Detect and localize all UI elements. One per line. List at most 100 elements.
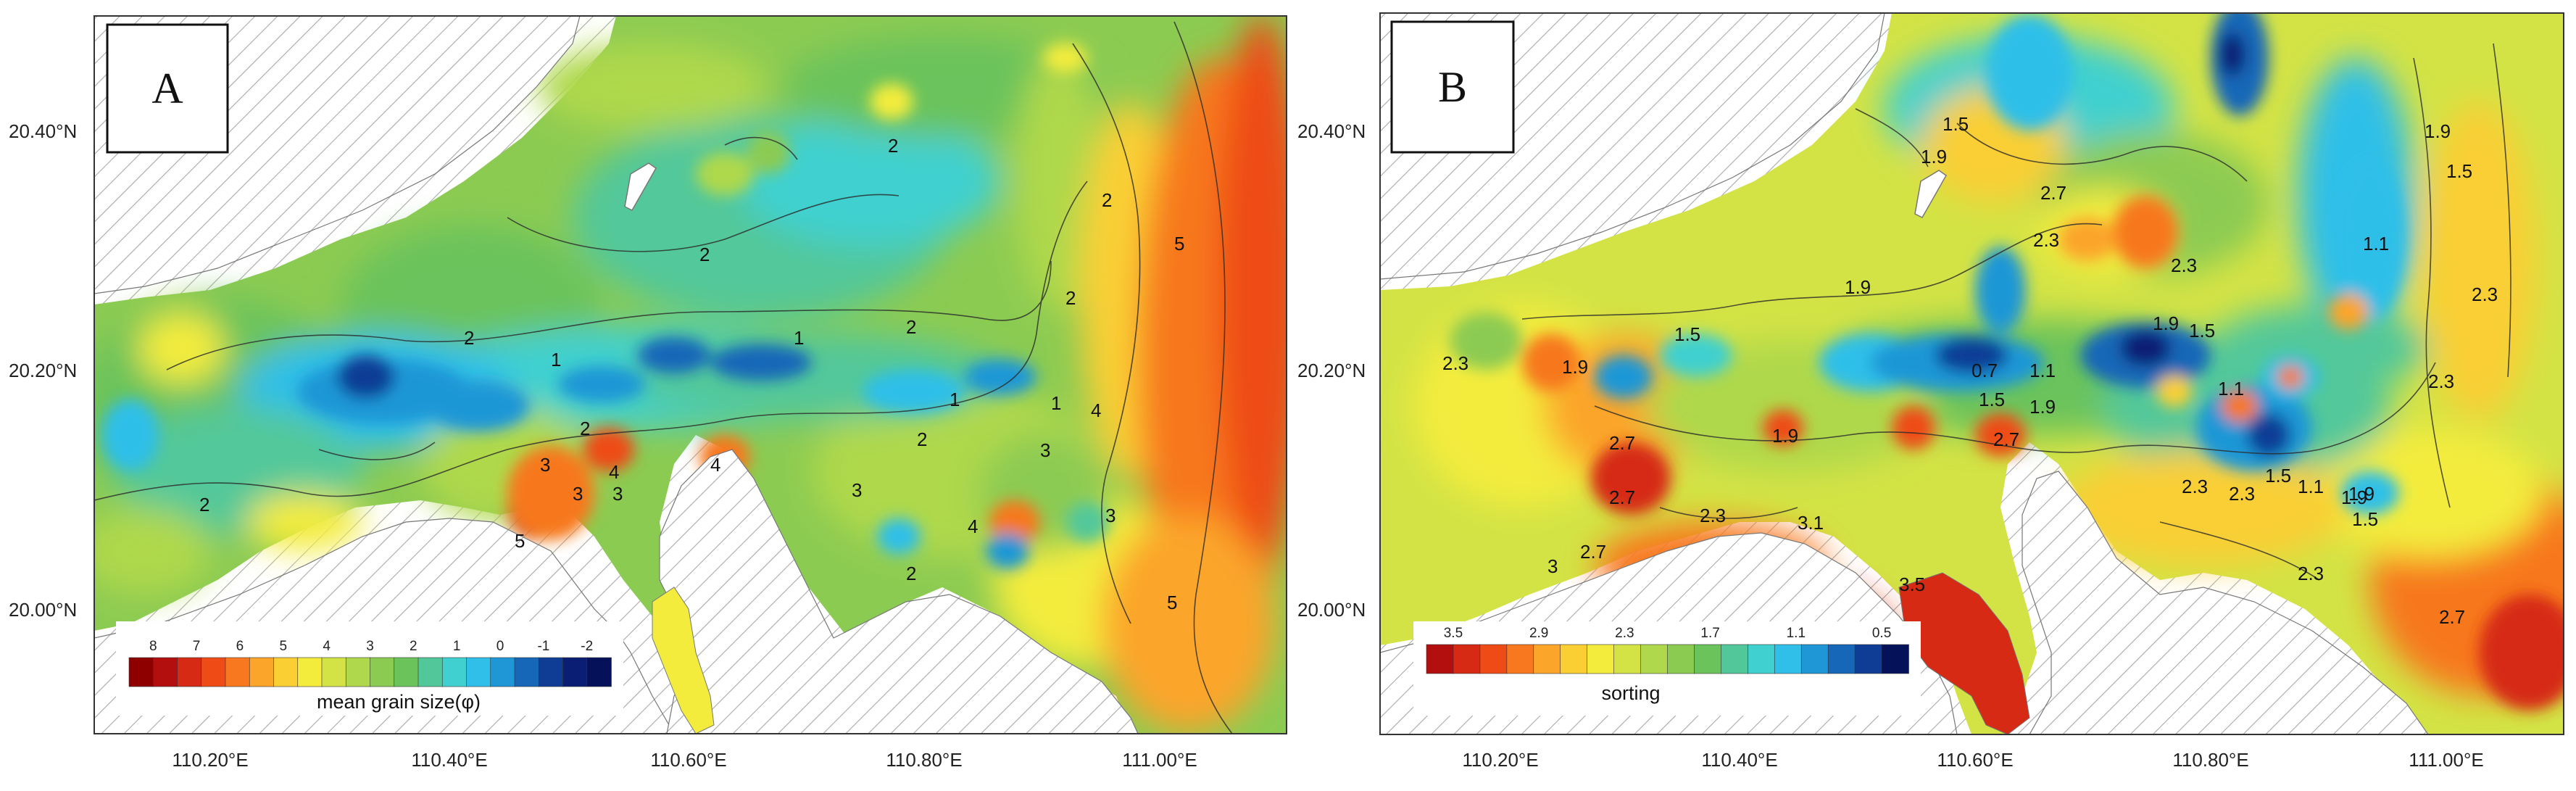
legend-swatch (562, 657, 588, 687)
panel-letter-a: A (151, 65, 183, 112)
lat-label-b-1: 20.40°N (1297, 120, 1366, 142)
legend-colorbar-a (128, 657, 612, 687)
legend-swatch (1881, 644, 1909, 674)
legend-tick-label: 3.5 (1444, 626, 1463, 641)
contours-a (94, 21, 1233, 734)
contour-label: 2 (580, 418, 590, 439)
lon-label-a-5: 111.00°E (1122, 749, 1197, 771)
legend-swatch (1426, 644, 1454, 674)
contour-label: 1.9 (1562, 356, 1588, 378)
contour-label: 1.1 (2363, 233, 2389, 254)
contour-label: 2 (888, 135, 898, 157)
legend-colorbar-b (1426, 644, 1909, 674)
contour-label: 1.5 (2265, 465, 2291, 486)
sea-detail-b (1450, 13, 2564, 711)
frame-a (94, 15, 1287, 734)
legend-swatch (297, 657, 323, 687)
legend-swatch (538, 657, 564, 687)
contour-label: 5 (1174, 233, 1184, 254)
legend-tick-label: 0.5 (1872, 626, 1891, 641)
contour-label: 2.3 (2033, 229, 2059, 251)
legend-swatch (1560, 644, 1588, 674)
contour-label: 2.7 (1993, 428, 2019, 450)
lat-label-a-1: 20.40°N (9, 120, 77, 142)
contour-label: 5 (1167, 592, 1177, 613)
legend-tick-label: 2.3 (1615, 626, 1634, 641)
contour-label: 1.9 (2348, 483, 2375, 505)
contour-label: 3 (852, 479, 862, 501)
island-b (1914, 170, 1947, 218)
contour-label: 1.1 (2029, 360, 2056, 381)
legend-ticks-a: 8 7 6 5 4 3 2 1 0 -1 -2 (149, 639, 593, 654)
contour-label: 3.5 (1899, 573, 1925, 595)
legend-tick-label: 4 (323, 639, 331, 654)
legend-title-b: sorting (1601, 682, 1660, 704)
legend-swatch (321, 657, 347, 687)
contour-label: 2.3 (1442, 352, 1468, 374)
inlet-land-b (1898, 572, 2030, 734)
legend-tick-label: 2 (410, 639, 417, 654)
lon-label-b-2: 110.40°E (1701, 749, 1777, 771)
contour-label: 1.9 (2425, 120, 2451, 142)
contour-label: 1.9 (2153, 312, 2179, 334)
legend-tick-label: 0 (496, 639, 504, 654)
contour-label: 1.5 (1943, 113, 1969, 135)
legend-tick-label: 5 (280, 639, 288, 654)
contour-label: 2.7 (1609, 432, 1635, 454)
contour-label: 2 (906, 316, 916, 338)
legend-swatch (1506, 644, 1534, 674)
contour-labels-b: 1.5 1.9 2.7 2.3 2.3 1.9 1.5 1.1 2.3 1.9 … (1442, 113, 2498, 628)
contour-label: 3.1 (1798, 512, 1824, 534)
legend-swatch (1667, 644, 1695, 674)
map-b (1380, 13, 2564, 734)
contour-label: 1 (950, 389, 960, 410)
contour-label: 1.1 (2298, 476, 2324, 497)
legend-swatch (1854, 644, 1882, 674)
legend-swatch (441, 657, 468, 687)
legend-swatch (1800, 644, 1829, 674)
contour-label: 1 (794, 327, 804, 349)
legend-swatch (1694, 644, 1722, 674)
contour-label: 3 (1105, 505, 1115, 526)
lon-label-a-2: 110.40°E (411, 749, 487, 771)
contour-label: 3 (1040, 439, 1050, 461)
contour-label: 1.5 (2352, 508, 2378, 530)
lon-label-b-1: 110.20°E (1462, 749, 1538, 771)
legend-tick-label: -1 (537, 639, 549, 654)
panel-letter-b: B (1438, 63, 1467, 111)
legend-swatch (201, 657, 226, 687)
contour-label: 2.3 (2428, 370, 2454, 392)
legend-ticks-b: 3.5 2.9 2.3 1.7 1.1 0.5 (1444, 626, 1892, 641)
island-a (624, 162, 657, 211)
frame-b (1379, 12, 2564, 735)
panel-letter-box-a (106, 23, 229, 154)
legend-tick-label: 1 (453, 639, 461, 654)
contour-label: 3 (1547, 555, 1558, 577)
contour-label: 4 (1091, 399, 1101, 421)
contour-label: 2.3 (2182, 476, 2208, 497)
legend-swatch (514, 657, 540, 687)
legend-a: 8 7 6 5 4 3 2 1 0 -1 -2 mean grain size(φ) (116, 621, 623, 716)
legend-swatch (417, 657, 444, 687)
legend-tick-label: -2 (581, 639, 593, 654)
legend-swatch (249, 657, 275, 687)
lon-label-b-3: 110.60°E (1937, 749, 2013, 771)
legend-swatch (1827, 644, 1856, 674)
legend-swatch (1479, 644, 1508, 674)
panel-b: B 20.40°N 20.20°N 20.00°N 110.20°E 110.4… (1297, 12, 2564, 771)
legend-swatch (586, 657, 612, 687)
contour-label: 4 (968, 515, 978, 537)
legend-swatch (1748, 644, 1776, 674)
contour-label: 1.9 (1921, 146, 1947, 167)
contour-label: 5 (515, 530, 525, 552)
legend-swatch (273, 657, 299, 687)
contour-label: 2 (464, 327, 474, 349)
contour-label: 1.9 (2029, 396, 2056, 418)
contour-label: 2.3 (2171, 254, 2197, 276)
legend-tick-label: 8 (149, 639, 157, 654)
legend-swatch (1721, 644, 1749, 674)
contour-label: 3 (612, 483, 623, 505)
contour-label: 2.7 (2040, 182, 2066, 204)
lat-label-b-3: 20.00°N (1297, 599, 1366, 621)
